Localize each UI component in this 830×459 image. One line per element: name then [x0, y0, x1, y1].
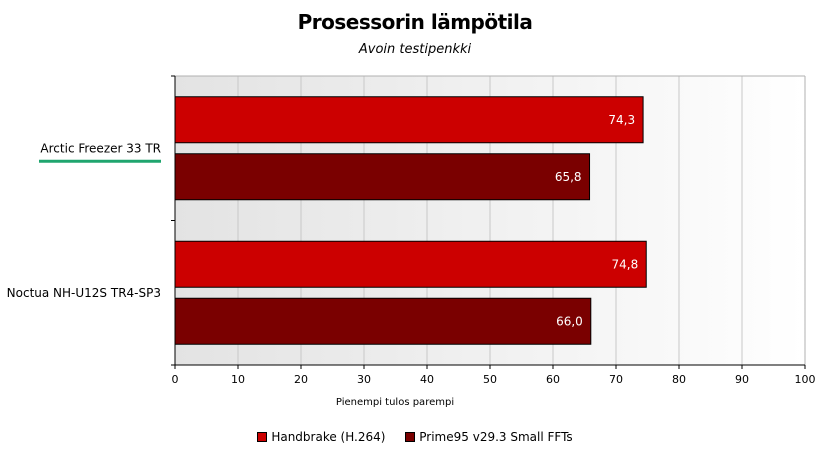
legend-item-prime95: Prime95 v29.3 Small FFTs — [405, 430, 573, 444]
x-tick-label: 80 — [672, 373, 686, 386]
bar-chart: 74,3 65,8 Arctic Freezer 33 TR 74,8 66,0 Noct… — [7, 75, 816, 408]
legend-label-handbrake: Handbrake (H.264) — [271, 430, 386, 444]
legend-item-handbrake: Handbrake (H.264) — [257, 430, 385, 444]
legend: Handbrake (H.264) Prime95 v29.3 Small FF… — [0, 430, 830, 445]
bar-value-label: 74,8 — [612, 257, 639, 271]
x-tick-label: 50 — [483, 373, 497, 386]
x-tick-label: 100 — [795, 373, 816, 386]
x-tick-label: 70 — [609, 373, 623, 386]
category-label: Noctua NH-U12S TR4-SP3 — [7, 286, 161, 300]
legend-label-prime95: Prime95 v29.3 Small FFTs — [419, 430, 573, 444]
x-axis-title: Pienempi tulos parempi — [336, 397, 454, 408]
chart-subtitle: Avoin testipenkki — [358, 42, 472, 57]
x-tick-label: 30 — [357, 373, 371, 386]
x-tick-label: 60 — [546, 373, 560, 386]
legend-swatch-prime95 — [405, 432, 416, 442]
bar — [174, 153, 591, 201]
bar — [174, 96, 644, 144]
bar-value-label: 66,0 — [556, 314, 583, 328]
x-tick-label: 90 — [735, 373, 749, 386]
bar-value-label: 65,8 — [555, 170, 582, 184]
bar — [174, 240, 647, 288]
x-tick-label: 10 — [231, 373, 245, 386]
x-tick-label: 0 — [172, 373, 179, 386]
legend-swatch-handbrake — [257, 432, 268, 442]
bar — [174, 297, 592, 345]
x-tick-label: 40 — [420, 373, 434, 386]
chart-title: Prosessorin lämpötila — [297, 10, 533, 34]
category-label: Arctic Freezer 33 TR — [40, 141, 161, 155]
bar-value-label: 74,3 — [608, 113, 635, 127]
x-tick-label: 20 — [294, 373, 308, 386]
